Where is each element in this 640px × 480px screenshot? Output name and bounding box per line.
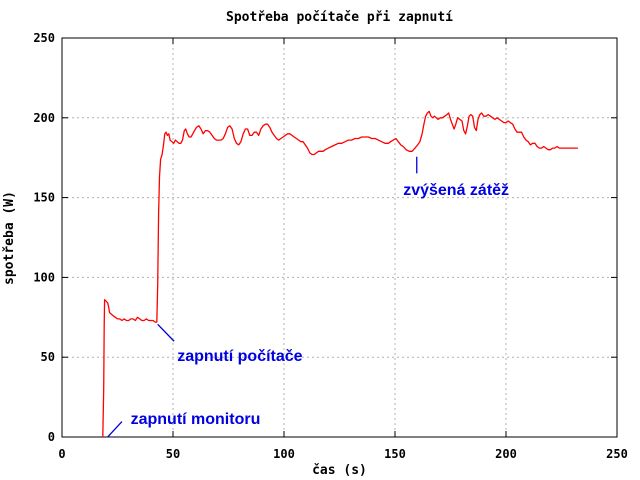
plot-frame <box>61 37 618 438</box>
annotation-label: zapnutí monitoru <box>131 411 261 428</box>
annotation-label: zvýšená zátěž <box>403 182 509 199</box>
y-tick-label: 250 <box>33 31 55 45</box>
x-tick-label: 50 <box>166 447 180 461</box>
y-tick-label: 200 <box>33 111 55 125</box>
chart-title: Spotřeba počítače při zapnutí <box>226 10 453 25</box>
x-tick-label: 100 <box>273 447 295 461</box>
x-tick-label: 150 <box>384 447 406 461</box>
power-curve <box>102 110 578 438</box>
y-tick-label: 100 <box>33 270 55 284</box>
annotation-pointer-line <box>107 421 123 438</box>
annotation-label: zapnutí počítače <box>177 348 302 365</box>
x-tick-label: 0 <box>58 447 65 461</box>
x-tick-label: 250 <box>606 447 628 461</box>
annotation-pointer-line <box>157 323 175 342</box>
x-tick-label: 200 <box>495 447 517 461</box>
y-tick-label: 0 <box>48 430 55 444</box>
x-axis-label: čas (s) <box>312 463 367 478</box>
y-tick-label: 50 <box>41 350 55 364</box>
y-tick-label: 150 <box>33 191 55 205</box>
